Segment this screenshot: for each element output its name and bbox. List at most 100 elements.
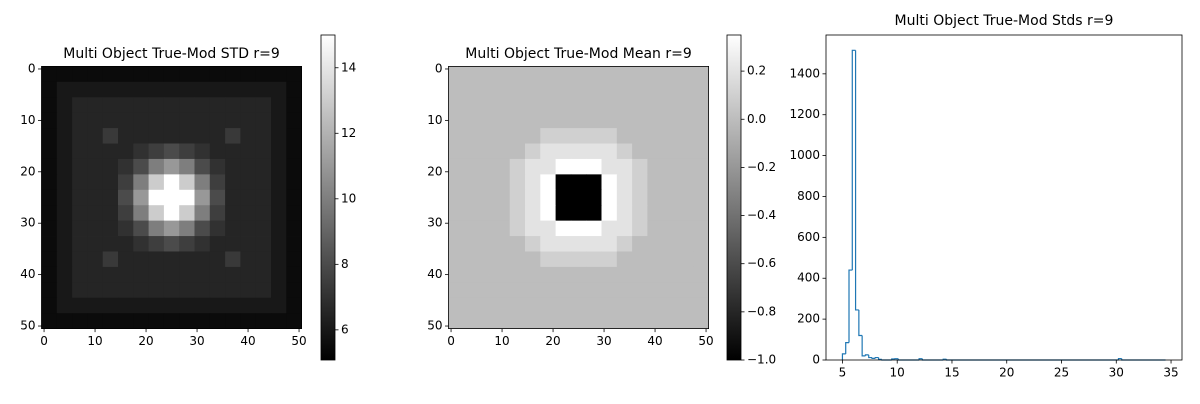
heatmap-cell	[571, 174, 587, 190]
heatmap-cell	[179, 66, 195, 82]
heatmap-cell	[149, 159, 165, 175]
heatmap-cell	[286, 205, 302, 221]
heatmap-cell	[663, 174, 679, 190]
colorbar-tick-label: 8	[341, 257, 349, 271]
heatmap-cell	[256, 298, 272, 314]
heatmap-cell	[556, 128, 572, 144]
heatmap-cell	[103, 190, 119, 206]
heatmap-cell	[225, 205, 241, 221]
heatmap-cell	[286, 128, 302, 144]
heatmap-cell	[586, 144, 602, 160]
heatmap-cell	[525, 251, 541, 267]
heatmap-cell	[571, 82, 587, 98]
heatmap-cell	[632, 174, 648, 190]
heatmap-cell	[271, 205, 287, 221]
x-tick-label: 10	[890, 366, 905, 380]
heatmap-cell	[602, 159, 618, 175]
heatmap-cell	[57, 174, 73, 190]
heatmap-cell	[663, 251, 679, 267]
heatmap-cell	[256, 97, 272, 113]
chart-title: Multi Object True-Mod STD r=9	[63, 46, 280, 62]
heatmap-cell	[678, 236, 694, 252]
heatmap-cell	[118, 267, 134, 283]
heatmap-cell	[179, 251, 195, 267]
heatmap-cell	[72, 313, 88, 329]
heatmap-cell	[87, 66, 103, 82]
heatmap-cell	[256, 221, 272, 237]
heatmap-cell	[464, 298, 480, 314]
heatmap-cell	[540, 190, 556, 206]
heatmap-cell	[556, 97, 572, 113]
y-tick-label: 50	[20, 319, 35, 333]
heatmap-cell	[449, 236, 465, 252]
heatmap-cell	[118, 190, 134, 206]
heatmap-cell	[225, 144, 241, 160]
heatmap-cell	[195, 144, 211, 160]
colorbar-tick-label: −1.0	[747, 353, 776, 367]
heatmap-cell	[479, 82, 495, 98]
heatmap-cell	[693, 251, 709, 267]
heatmap-cell	[149, 221, 165, 237]
heatmap-cell	[510, 113, 526, 129]
heatmap-cell	[556, 174, 572, 190]
heatmap-cell	[494, 267, 510, 283]
heatmap-cell	[647, 159, 663, 175]
heatmap-cell	[449, 66, 465, 82]
heatmap-cell	[72, 159, 88, 175]
heatmap-cell	[586, 113, 602, 129]
heatmap-cell	[510, 205, 526, 221]
heatmap-cell	[195, 159, 211, 175]
y-tick-label: 0	[435, 61, 443, 75]
heatmap-cell	[42, 159, 58, 175]
heatmap-cell	[525, 97, 541, 113]
heatmap-cell	[464, 174, 480, 190]
heatmap-cell	[149, 267, 165, 283]
heatmap-cell	[617, 313, 633, 329]
heatmap-cell	[647, 298, 663, 314]
heatmap-cell	[179, 190, 195, 206]
heatmap-cell	[464, 159, 480, 175]
heatmap-cell	[164, 97, 180, 113]
heatmap-cell	[678, 159, 694, 175]
y-tick-label: 1200	[789, 107, 820, 121]
heatmap-cell	[210, 313, 226, 329]
heatmap-cell	[479, 205, 495, 221]
y-tick-label: 50	[427, 319, 442, 333]
x-tick-label: 20	[999, 366, 1014, 380]
heatmap-cell	[617, 282, 633, 298]
heatmap-cell	[210, 144, 226, 160]
heatmap-cell	[72, 236, 88, 252]
heatmap-cell	[72, 205, 88, 221]
heatmap-cell	[103, 82, 119, 98]
y-tick-label: 30	[427, 216, 442, 230]
heatmap-cell	[271, 174, 287, 190]
heatmap-cell	[586, 313, 602, 329]
heatmap-cell	[617, 82, 633, 98]
heatmap-cell	[449, 113, 465, 129]
heatmap-cell	[256, 82, 272, 98]
heatmap-cell	[494, 66, 510, 82]
heatmap-cell	[510, 236, 526, 252]
heatmap-image	[42, 66, 303, 329]
colorbar-tick-label: 0.2	[747, 64, 766, 78]
heatmap-cell	[586, 205, 602, 221]
heatmap-cell	[510, 251, 526, 267]
heatmap-cell	[225, 221, 241, 237]
heatmap-cell	[586, 298, 602, 314]
x-tick-label: 20	[545, 334, 560, 348]
x-tick-label: 35	[1163, 366, 1178, 380]
heatmap-cell	[87, 128, 103, 144]
heatmap-cell	[678, 282, 694, 298]
heatmap-cell	[271, 82, 287, 98]
heatmap-cell	[240, 221, 256, 237]
heatmap-cell	[87, 298, 103, 314]
heatmap-cell	[149, 205, 165, 221]
heatmap-cell	[510, 282, 526, 298]
heatmap-cell	[118, 313, 134, 329]
heatmap-cell	[617, 190, 633, 206]
heatmap-cell	[556, 313, 572, 329]
heatmap-cell	[57, 97, 73, 113]
heatmap-cell	[225, 174, 241, 190]
heatmap-cell	[586, 159, 602, 175]
heatmap-cell	[479, 298, 495, 314]
